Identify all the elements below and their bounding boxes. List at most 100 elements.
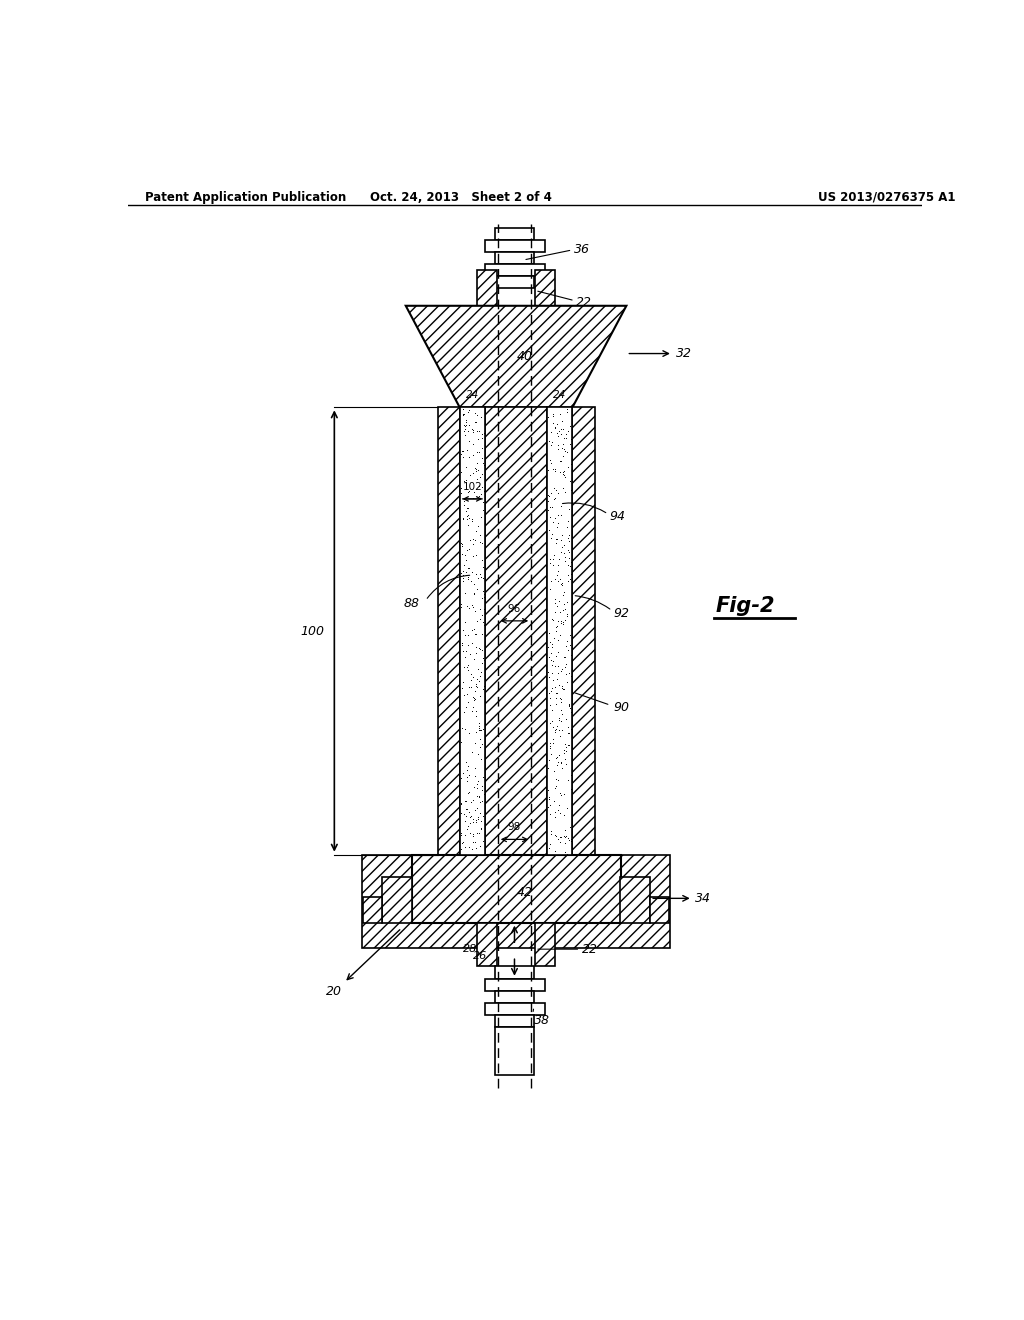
Point bbox=[554, 524, 570, 545]
Point bbox=[559, 517, 575, 539]
Point bbox=[561, 722, 578, 743]
Point bbox=[454, 635, 470, 656]
Point bbox=[554, 758, 570, 779]
Point bbox=[473, 507, 489, 528]
Point bbox=[551, 675, 567, 696]
Bar bbox=[485, 1003, 545, 1015]
Point bbox=[555, 678, 571, 700]
Point bbox=[545, 733, 561, 754]
Point bbox=[473, 477, 489, 498]
Point bbox=[459, 818, 475, 840]
Point bbox=[456, 804, 472, 825]
Point bbox=[557, 741, 573, 762]
Text: Oct. 24, 2013   Sheet 2 of 4: Oct. 24, 2013 Sheet 2 of 4 bbox=[371, 190, 552, 203]
Point bbox=[459, 767, 475, 788]
Point bbox=[456, 491, 472, 512]
Point bbox=[546, 478, 562, 499]
Point bbox=[543, 643, 559, 664]
Point bbox=[471, 638, 487, 659]
Point bbox=[560, 457, 577, 478]
Point bbox=[459, 508, 475, 529]
Point bbox=[543, 421, 559, 442]
Point bbox=[455, 441, 471, 462]
Point bbox=[546, 791, 562, 812]
Text: 22: 22 bbox=[582, 942, 598, 956]
Point bbox=[540, 459, 556, 480]
Point bbox=[550, 438, 566, 459]
Point bbox=[468, 636, 484, 657]
Point bbox=[461, 430, 477, 451]
Point bbox=[474, 437, 490, 458]
Point bbox=[454, 677, 470, 698]
Point bbox=[455, 446, 471, 467]
Point bbox=[468, 610, 484, 631]
Point bbox=[548, 682, 564, 704]
Point bbox=[541, 490, 557, 511]
Point bbox=[473, 719, 489, 741]
Point bbox=[561, 541, 578, 562]
Point bbox=[475, 807, 492, 828]
Point bbox=[465, 667, 481, 688]
Bar bbox=[496, 1015, 534, 1027]
Point bbox=[562, 470, 579, 491]
Point bbox=[466, 583, 482, 605]
Point bbox=[460, 557, 476, 578]
Point bbox=[552, 404, 568, 425]
Point bbox=[555, 428, 571, 449]
Point bbox=[466, 689, 482, 710]
Point bbox=[458, 805, 474, 826]
Point bbox=[558, 708, 574, 729]
Point bbox=[554, 537, 570, 558]
Point bbox=[547, 721, 563, 742]
Point bbox=[553, 660, 569, 681]
Point bbox=[471, 598, 487, 619]
Point bbox=[555, 739, 571, 760]
Point bbox=[553, 710, 569, 731]
Point bbox=[553, 529, 569, 550]
Point bbox=[460, 635, 476, 656]
Point bbox=[557, 734, 573, 755]
Point bbox=[470, 743, 486, 764]
Point bbox=[470, 459, 486, 480]
Point bbox=[548, 776, 564, 797]
Bar bbox=[536, 271, 555, 306]
Point bbox=[455, 510, 471, 531]
Point bbox=[469, 453, 485, 474]
Point bbox=[549, 595, 565, 616]
Point bbox=[547, 694, 563, 715]
Point bbox=[545, 405, 561, 426]
Point bbox=[459, 595, 475, 616]
Point bbox=[459, 656, 475, 677]
Point bbox=[474, 624, 490, 645]
Point bbox=[555, 614, 571, 635]
Point bbox=[548, 688, 564, 709]
Point bbox=[463, 805, 479, 826]
Point bbox=[544, 634, 560, 655]
Point bbox=[555, 445, 571, 466]
Point bbox=[461, 539, 477, 560]
Point bbox=[467, 800, 483, 821]
Point bbox=[467, 733, 483, 754]
Point bbox=[553, 689, 569, 710]
Point bbox=[465, 824, 481, 845]
Point bbox=[456, 507, 472, 528]
Point bbox=[461, 764, 477, 785]
Point bbox=[463, 676, 479, 697]
Point bbox=[540, 661, 556, 682]
Point bbox=[556, 598, 572, 619]
Point bbox=[462, 807, 478, 828]
Point bbox=[553, 692, 569, 713]
Point bbox=[553, 826, 569, 847]
Point bbox=[461, 837, 477, 858]
Point bbox=[457, 418, 473, 440]
Point bbox=[455, 440, 471, 461]
Point bbox=[472, 818, 488, 840]
Point bbox=[476, 480, 493, 502]
Point bbox=[543, 820, 559, 841]
Point bbox=[474, 424, 490, 445]
Point bbox=[542, 496, 558, 517]
Point bbox=[456, 420, 472, 441]
Point bbox=[563, 764, 580, 785]
Point bbox=[544, 677, 560, 698]
Point bbox=[550, 628, 566, 649]
